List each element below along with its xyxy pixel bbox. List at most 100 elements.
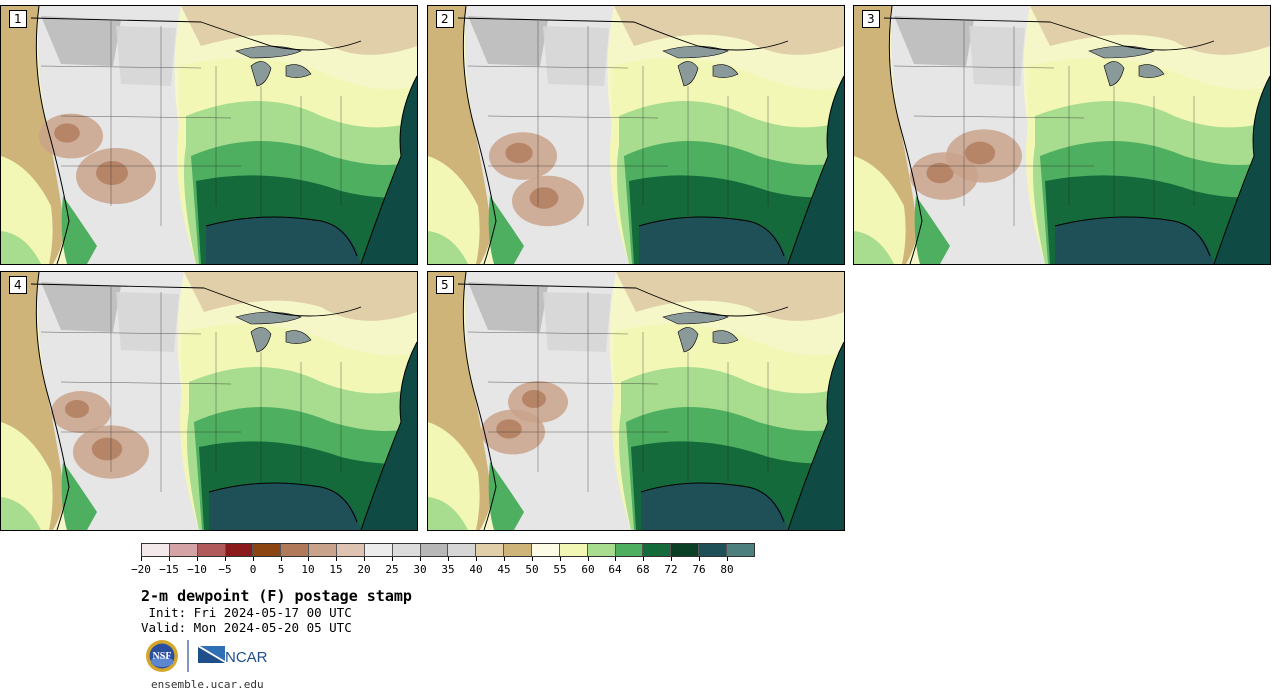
northwest-grey-zone (41, 282, 121, 332)
colorbar-swatch (476, 544, 505, 556)
colorbar-tick-label: 15 (329, 563, 343, 576)
very-dry-patch (496, 419, 522, 439)
northwest-grey-zone (894, 16, 974, 66)
northern-plains-grey (116, 292, 179, 352)
lake-superior (1088, 45, 1155, 59)
colorbar-tick-mark (281, 557, 282, 561)
very-dry-patch (522, 390, 546, 408)
colorbar-tick-label: 5 (277, 563, 285, 576)
ncar-logo: NCAR (198, 646, 268, 666)
northwest-grey-zone (468, 282, 548, 332)
colorbar-tick-mark (392, 557, 393, 561)
colorbar-swatch (727, 544, 754, 556)
colorbar-tick-mark (699, 557, 700, 561)
state-border-line (40, 331, 202, 335)
gulf-coastline (205, 216, 358, 257)
gulf-coastline (640, 482, 785, 523)
colorbar-swatch (420, 544, 449, 556)
atlantic-ocean (788, 76, 844, 264)
colorbar-tick-label: 25 (385, 563, 399, 576)
gulf-of-mexico (206, 217, 361, 264)
gulf-coastline (208, 482, 358, 523)
map-panel-2: 2 (427, 5, 845, 265)
colorbar-tick-label: 76 (692, 563, 706, 576)
dewpoint-map (854, 6, 1270, 264)
canada-border (30, 17, 362, 51)
colorbar-swatch (671, 544, 700, 556)
northwest-grey-zone (41, 16, 121, 66)
colorbar-tick-label: 10 (301, 563, 315, 576)
map-panel-3: 3 (853, 5, 1271, 265)
pacific-green-zone (1, 231, 41, 264)
colorbar-tick-mark (197, 557, 198, 561)
colorbar-tick-label: 64 (608, 563, 622, 576)
state-border-line (60, 381, 232, 385)
colorbar-tick-mark (588, 557, 589, 561)
panel-number-label: 2 (436, 10, 454, 28)
west-coastline (462, 6, 497, 264)
canada-tan-zone (181, 6, 417, 55)
lake-huron (712, 330, 739, 344)
dewpoint-map (428, 272, 844, 530)
east-coastline (360, 341, 417, 530)
lake-superior (235, 45, 302, 59)
colorbar-tick-mark (532, 557, 533, 561)
colorbar-tick-label: −10 (187, 563, 207, 576)
state-border-line (487, 115, 659, 119)
northwest-grey-zone (468, 16, 548, 66)
baja-moist-zone (914, 196, 950, 264)
colorbar-swatch (197, 544, 226, 556)
lake-huron (285, 330, 312, 344)
northern-plains-grey (116, 26, 176, 86)
dewpoint-map (428, 6, 844, 264)
nsf-logo: NSF (146, 640, 178, 672)
state-border-line (40, 65, 202, 69)
lake-michigan (1103, 61, 1125, 87)
baja-moist-zone (61, 196, 97, 264)
valid-time: Valid: Mon 2024-05-20 05 UTC (141, 620, 352, 635)
very-dry-patch (505, 142, 533, 164)
state-border-line (467, 331, 629, 335)
colorbar-tick-mark (560, 557, 561, 561)
colorbar-tick-mark (476, 557, 477, 561)
northern-plains-grey (543, 292, 611, 352)
northern-plains-grey (969, 26, 1025, 86)
canada-tan-zone (616, 272, 844, 321)
lake-huron (285, 64, 312, 78)
colorbar-tick-label: 60 (581, 563, 595, 576)
state-border-line (467, 65, 629, 69)
state-border-line (60, 115, 232, 119)
lake-huron (712, 64, 739, 78)
pacific-green-zone (428, 231, 468, 264)
colorbar-tick-label: 80 (720, 563, 734, 576)
state-borders (40, 21, 342, 226)
very-dry-patch (91, 437, 123, 461)
colorbar-swatch (643, 544, 672, 556)
lake-michigan (677, 61, 699, 87)
state-border-line (913, 115, 1085, 119)
colorbar-tick-mark (671, 557, 672, 561)
colorbar-tick-mark (364, 557, 365, 561)
colorbar-tick-label: 45 (497, 563, 511, 576)
state-borders (40, 287, 342, 492)
east-coastline (787, 341, 844, 530)
panel-number-label: 5 (436, 276, 454, 294)
colorbar-tick-label: 30 (413, 563, 427, 576)
canada-tan-zone (184, 272, 417, 321)
lake-michigan (677, 327, 699, 353)
canada-border (457, 283, 789, 317)
colorbar-tick-label: 40 (469, 563, 483, 576)
colorbar-tick-label: 55 (553, 563, 567, 576)
colorbar-tick-label: −5 (218, 563, 232, 576)
gulf-of-mexico (639, 217, 788, 264)
canada-border (457, 17, 789, 51)
colorbar-swatch (532, 544, 560, 556)
colorbar-tick-mark (336, 557, 337, 561)
lake-superior (235, 311, 302, 325)
colorbar-swatch (337, 544, 365, 556)
lake-huron (1138, 64, 1165, 78)
map-panel-1: 1 (0, 5, 418, 265)
colorbar-swatch (169, 544, 198, 556)
dewpoint-map (1, 6, 417, 264)
colorbar-tick-label: 72 (664, 563, 678, 576)
